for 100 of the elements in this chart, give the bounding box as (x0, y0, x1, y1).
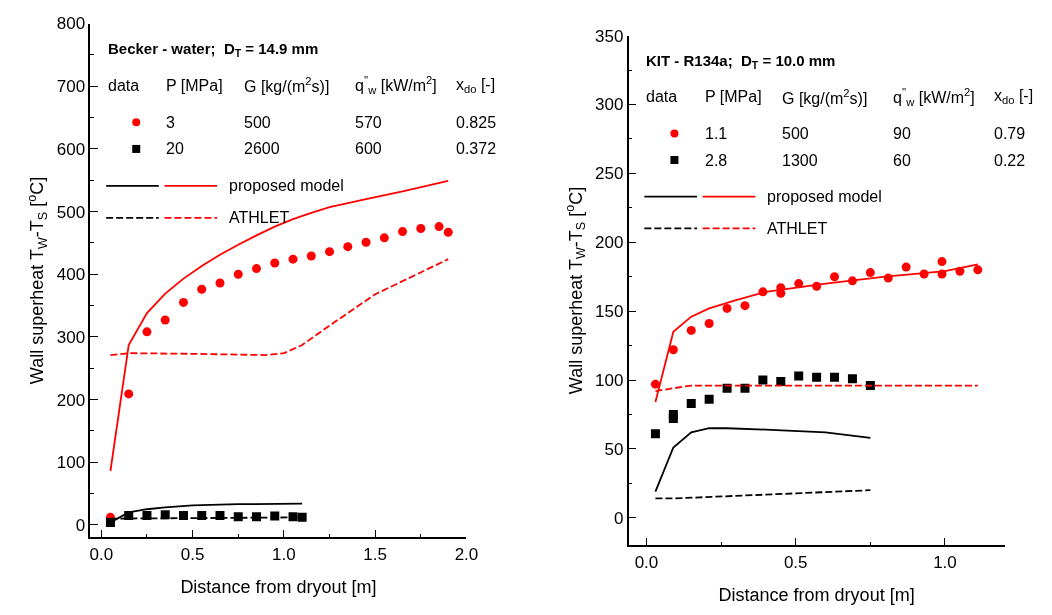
annotation: P [MPa] (705, 88, 762, 105)
y-tick-label: 700 (56, 77, 86, 97)
y-tick-label: 800 (56, 14, 86, 34)
point (794, 371, 804, 381)
y-tick-label: 400 (56, 265, 86, 285)
point (270, 511, 280, 521)
x-tick-label: 0.0 (89, 544, 114, 564)
point (142, 327, 152, 337)
point (865, 268, 875, 278)
point (379, 233, 389, 243)
point (740, 383, 750, 393)
point (865, 381, 875, 391)
point (215, 278, 225, 288)
annotation: q$^{''}$$_{w}$ [kW/m$^{2}$] (355, 74, 437, 97)
point (901, 262, 911, 272)
line-series (109, 179, 450, 472)
point (722, 303, 732, 313)
annotation: 500 (244, 114, 271, 131)
annotation: P [MPa] (166, 77, 223, 94)
x-tick-label: 1.5 (363, 544, 387, 564)
annotation: data (108, 77, 140, 94)
annotation: data (646, 88, 678, 105)
point (668, 345, 678, 355)
point (325, 247, 335, 257)
legend-label: 1.1 (705, 125, 728, 142)
y-tick-label: 50 (604, 439, 624, 459)
annotation: 0.79 (994, 125, 1026, 142)
point (668, 414, 678, 424)
y-tick-label: 350 (594, 26, 624, 46)
legend-label: ATHLET (767, 220, 828, 237)
point (704, 319, 714, 329)
line-series (654, 427, 872, 493)
point (343, 242, 353, 252)
x-tick-label: 1.0 (933, 552, 957, 572)
text: Becker - water; D$_{T}$ = 14.9 mm (108, 40, 319, 60)
point (443, 227, 453, 237)
point (361, 237, 371, 247)
y-tick-label: 300 (56, 327, 86, 347)
x-axis-title: Distance from dryout [m] (180, 577, 377, 598)
point (124, 389, 134, 399)
point (650, 379, 660, 389)
point (270, 258, 280, 268)
y-tick-label: 200 (56, 390, 86, 410)
point (288, 512, 298, 522)
point (758, 375, 768, 385)
annotation: 0.825 (456, 114, 497, 131)
x-tick-label: 0.5 (180, 544, 205, 564)
x-tick-label: 1.0 (272, 544, 296, 564)
y-tick-label: 300 (594, 95, 624, 115)
point (812, 372, 822, 382)
annotation: 600 (355, 140, 382, 157)
annotation: G [kg/(m$^{2}$s)] (244, 75, 330, 95)
y-tick-label: 600 (56, 139, 86, 159)
y-tick-label: 100 (56, 453, 86, 473)
point (847, 374, 857, 384)
annotation: 90 (893, 125, 911, 142)
point (178, 297, 188, 307)
point (686, 398, 696, 408)
point (722, 383, 732, 393)
y-tick-label: 500 (56, 202, 86, 222)
annotation: q$^{''}$$_{w}$ [kW/m$^{2}$] (893, 86, 975, 109)
point (233, 269, 243, 279)
annotation: 2600 (244, 140, 280, 157)
y-tick-label: 0 (613, 508, 624, 528)
x-tick-label: 0.5 (783, 552, 808, 572)
point (937, 257, 947, 267)
annotation: 500 (782, 125, 809, 142)
point (252, 264, 261, 274)
annotation: 570 (355, 114, 382, 131)
x-tick-label: 0.0 (634, 552, 659, 572)
annotation: G [kg/(m$^{2}$s)] (782, 87, 868, 107)
legend-label: proposed model (229, 177, 344, 194)
point (650, 429, 660, 439)
point (776, 376, 786, 386)
x-axis-title: Distance from dryout [m] (718, 585, 915, 606)
legend-label: 2.8 (705, 152, 728, 169)
point (288, 254, 298, 264)
x-tick-label: 2.0 (454, 544, 479, 564)
annotation: x$_{do}$ [-] (994, 87, 1034, 107)
point (973, 265, 983, 275)
point (686, 325, 696, 335)
point (197, 284, 207, 294)
y-tick-label: 150 (594, 302, 624, 322)
point (306, 251, 316, 261)
annotation: x$_{do}$ [-] (456, 76, 496, 96)
point (416, 223, 426, 233)
y-tick-label: 0 (75, 515, 86, 535)
y-tick-label: 200 (594, 233, 624, 253)
legend-label: 3 (166, 114, 175, 131)
legend-label: 20 (166, 140, 184, 157)
y-tick-label: 250 (594, 164, 624, 184)
point (704, 394, 714, 404)
point (830, 372, 840, 382)
legend-label: proposed model (767, 188, 882, 205)
annotation: 1300 (782, 152, 818, 169)
legend-label: ATHLET (229, 209, 290, 226)
point (830, 272, 840, 282)
point (297, 512, 307, 522)
point (434, 222, 444, 232)
text: KIT - R134a; D$_{T}$ = 10.0 mm (646, 52, 836, 72)
